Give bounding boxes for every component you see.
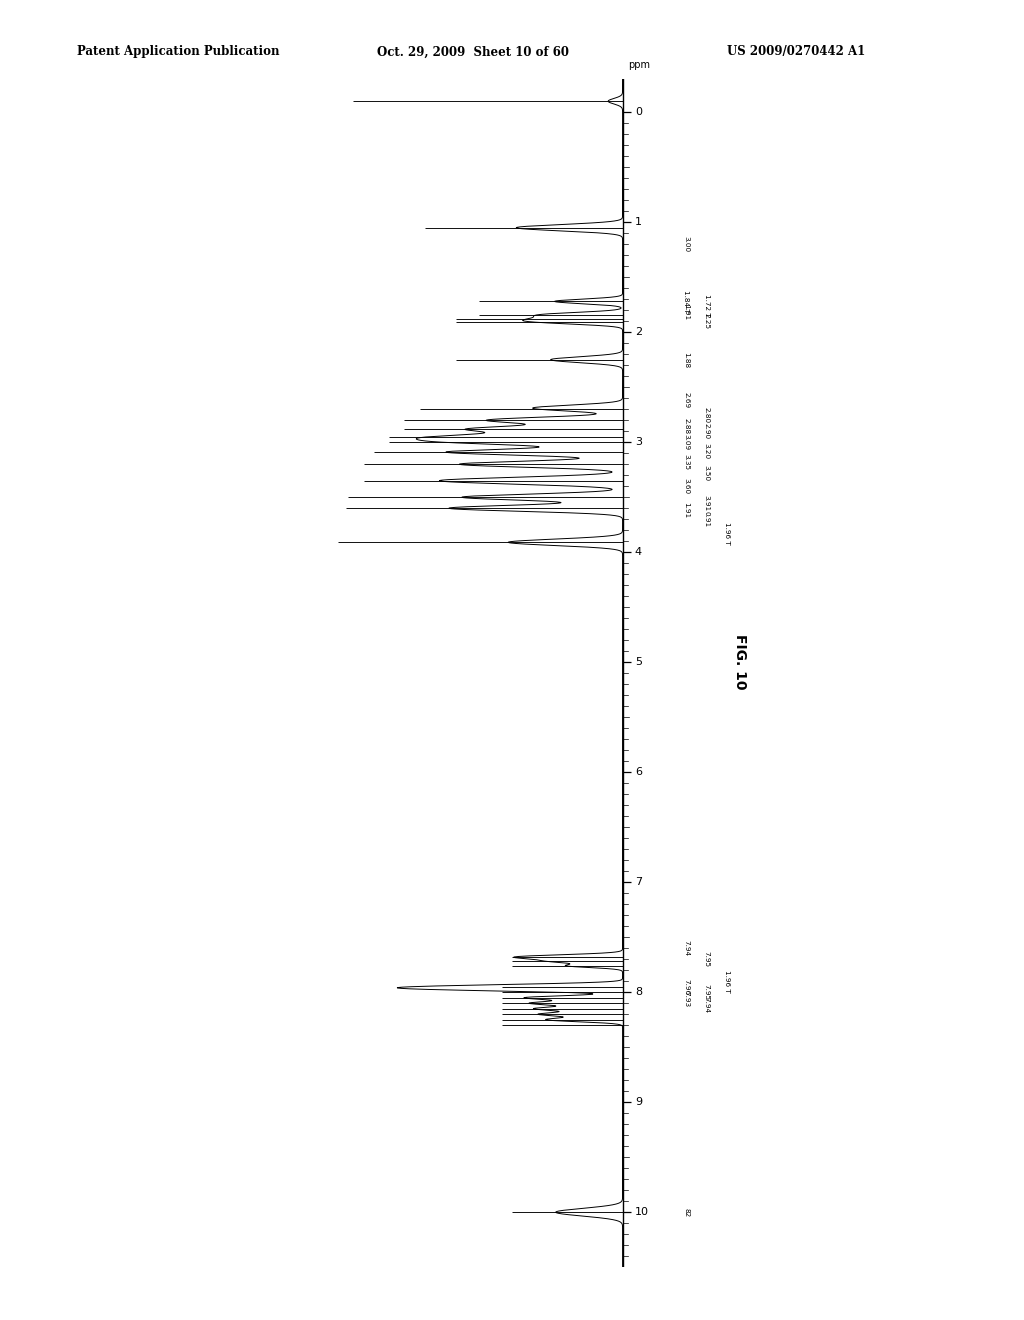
Text: 3.35: 3.35 <box>683 454 689 470</box>
Text: 2.69: 2.69 <box>683 392 689 408</box>
Text: FIG. 10: FIG. 10 <box>733 635 748 690</box>
Text: 9: 9 <box>635 1097 642 1107</box>
Text: 2.80: 2.80 <box>703 407 710 422</box>
Text: 1.96 T: 1.96 T <box>724 523 730 545</box>
Text: 7.95: 7.95 <box>703 952 710 968</box>
Text: 3.00: 3.00 <box>683 236 689 252</box>
Text: 3.91: 3.91 <box>703 495 710 511</box>
Text: 6: 6 <box>635 767 642 777</box>
Text: 3.60: 3.60 <box>683 478 689 494</box>
Text: ppm: ppm <box>628 61 649 70</box>
Text: 82: 82 <box>683 1208 689 1217</box>
Text: 5: 5 <box>635 657 642 667</box>
Text: 1.84 T: 1.84 T <box>683 290 689 313</box>
Text: 0.91: 0.91 <box>703 511 710 527</box>
Text: 1.72 T: 1.72 T <box>703 294 710 317</box>
Text: 3.50: 3.50 <box>703 465 710 480</box>
Text: 2.25: 2.25 <box>703 313 710 329</box>
Text: 3.09: 3.09 <box>683 434 689 450</box>
Text: Patent Application Publication: Patent Application Publication <box>77 45 280 58</box>
Text: 7.93: 7.93 <box>683 991 689 1007</box>
Text: 2.88: 2.88 <box>683 417 689 434</box>
Text: 7.96: 7.96 <box>683 978 689 995</box>
Text: Oct. 29, 2009  Sheet 10 of 60: Oct. 29, 2009 Sheet 10 of 60 <box>377 45 569 58</box>
Text: 7.95: 7.95 <box>703 985 710 1001</box>
Text: 3: 3 <box>635 437 642 447</box>
Text: 0: 0 <box>635 107 642 117</box>
Text: 2: 2 <box>635 327 642 337</box>
Text: 1.91: 1.91 <box>683 503 689 519</box>
Text: 2.90: 2.90 <box>703 424 710 440</box>
Text: 1: 1 <box>635 218 642 227</box>
Text: 7: 7 <box>635 878 642 887</box>
Text: 7.94: 7.94 <box>703 998 710 1014</box>
Text: 7.94: 7.94 <box>683 940 689 956</box>
Text: 4: 4 <box>635 548 642 557</box>
Text: 8: 8 <box>635 987 642 997</box>
Text: US 2009/0270442 A1: US 2009/0270442 A1 <box>727 45 865 58</box>
Text: 1.91: 1.91 <box>683 305 689 321</box>
Text: 1.96 T: 1.96 T <box>724 970 730 993</box>
Text: 10: 10 <box>635 1208 649 1217</box>
Text: 1.88: 1.88 <box>683 351 689 368</box>
Text: 3.20: 3.20 <box>703 444 710 459</box>
